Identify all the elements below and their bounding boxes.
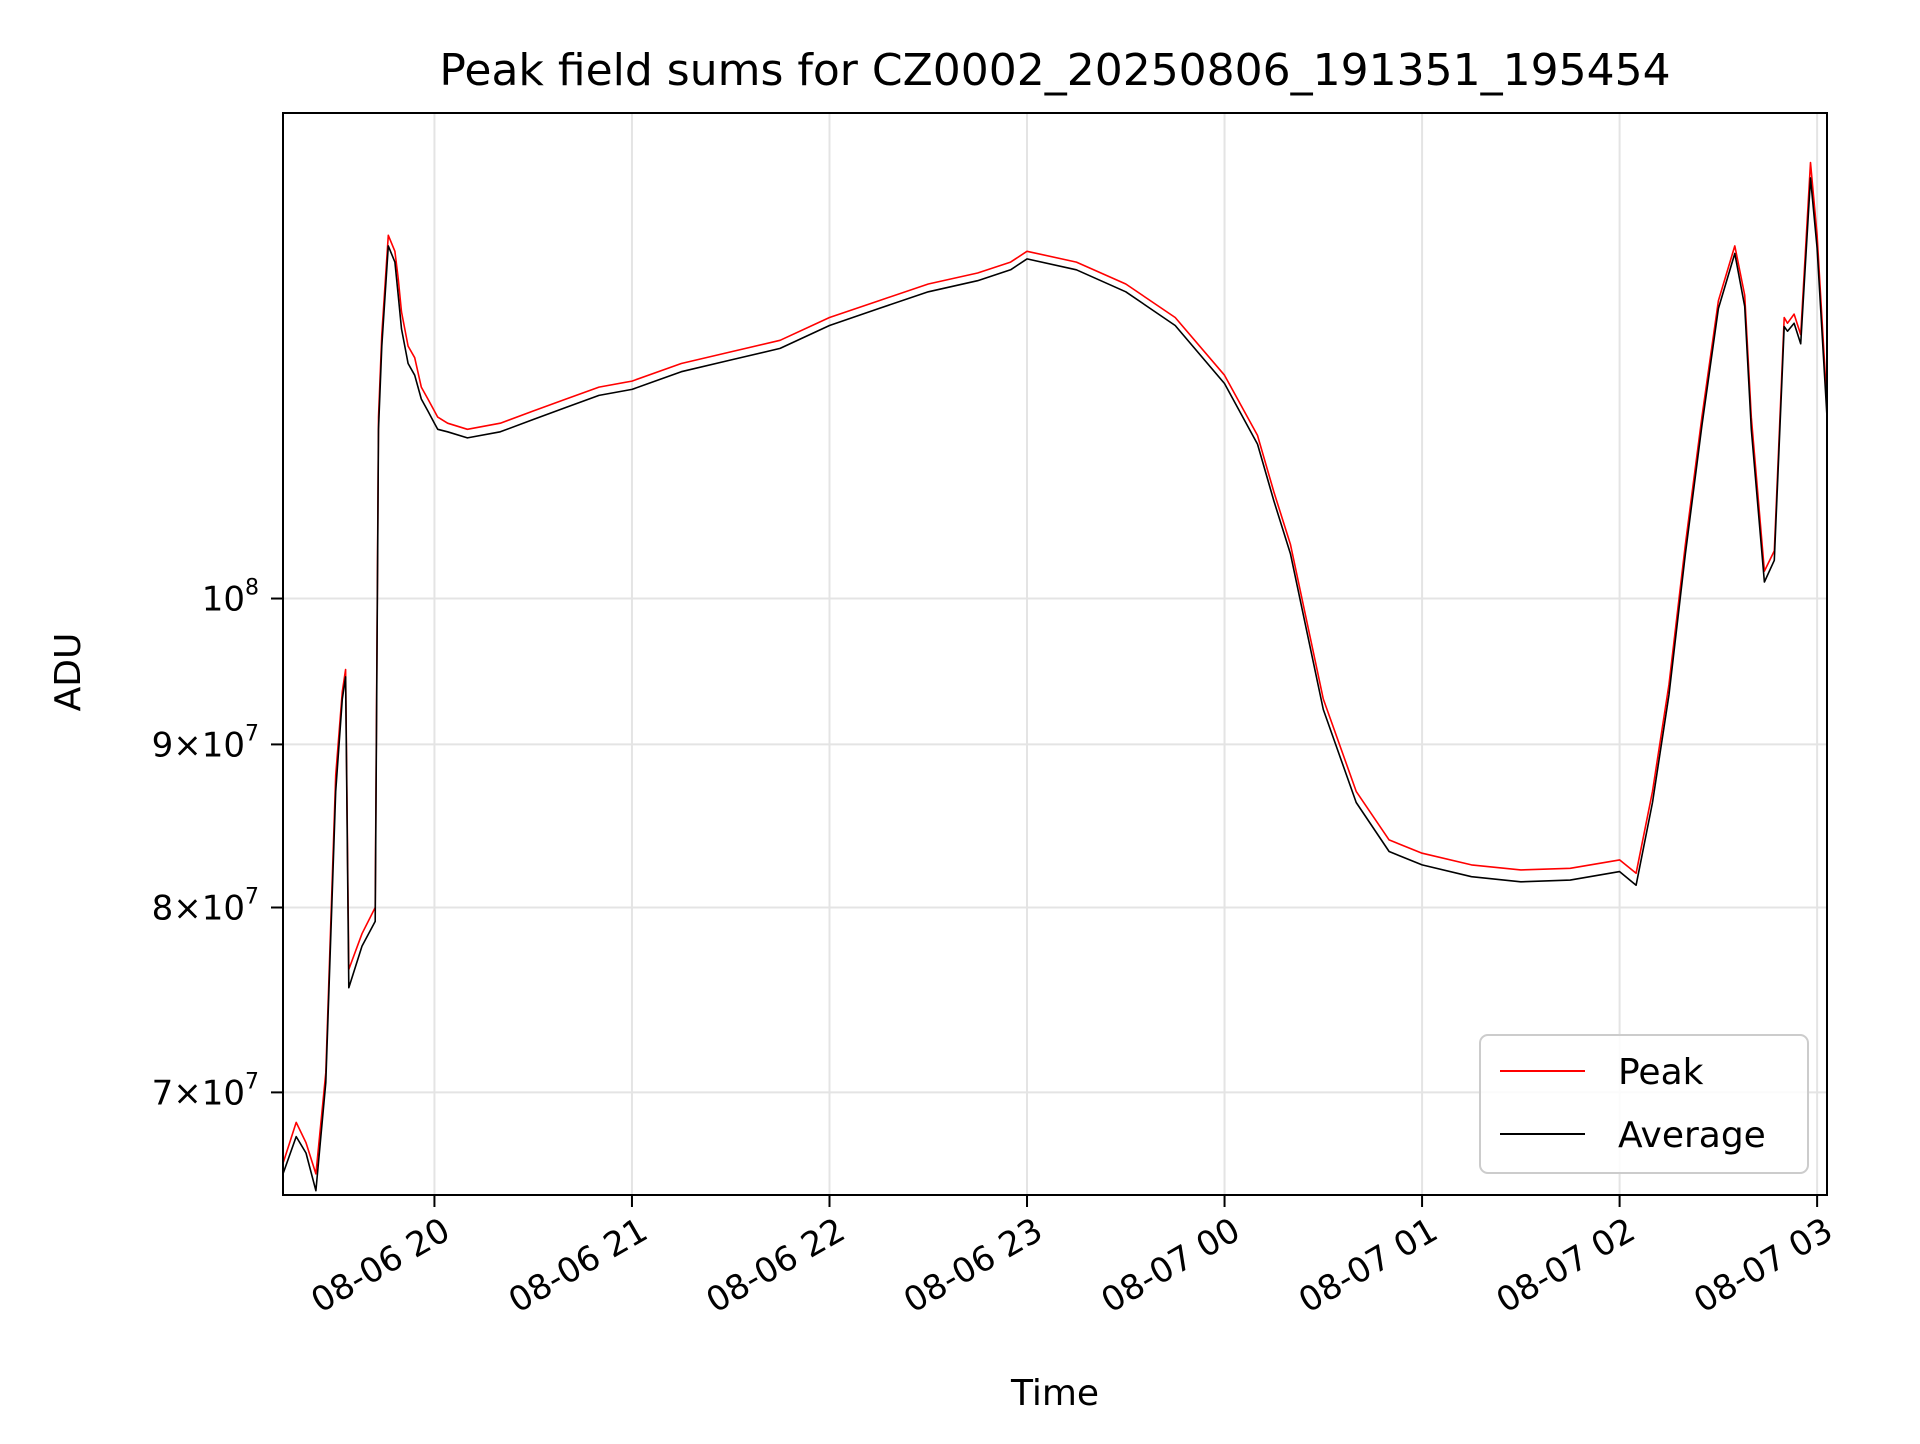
legend-box (1479, 1034, 1809, 1174)
y-tick-label: 108 (202, 576, 259, 620)
grid (283, 113, 1827, 1195)
legend-label-average: Average (1618, 1115, 1766, 1156)
legend: Peak Average (1479, 1034, 1809, 1174)
series-line-average (282, 177, 1828, 1192)
chart-title: Peak field sums for CZ0002_20250806_1913… (439, 45, 1670, 96)
y-tick-label: 7×107 (152, 1069, 259, 1113)
legend-label-peak: Peak (1618, 1052, 1704, 1093)
y-axis-label: ADU (48, 633, 89, 712)
y-axis: 7×107 8×107 9×107 108 (152, 576, 283, 1113)
plot-frame (282, 112, 1828, 1196)
series-group (282, 161, 1828, 1192)
y-tick-label: 8×107 (152, 884, 259, 928)
y-tick-label: 9×107 (152, 721, 259, 765)
x-axis-label: Time (1010, 1373, 1099, 1414)
